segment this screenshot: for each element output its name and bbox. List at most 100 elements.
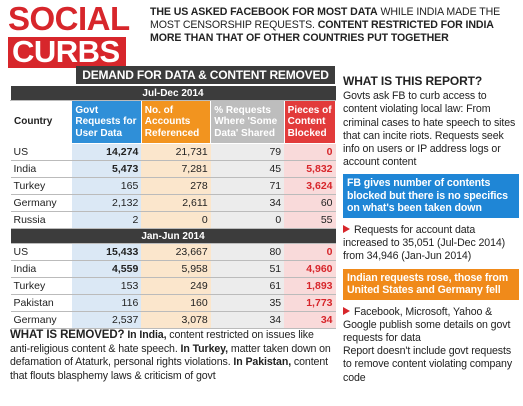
cell-value: 23,667 <box>141 243 211 261</box>
intro-text: WHILE INDIA MADE THE MOST CENSORSHIP REQ… <box>150 6 501 31</box>
data-row: Turkey 153 249 61 1,893 <box>10 277 336 295</box>
cell-value: 34 <box>210 311 285 329</box>
data-row: India 5,473 7,281 45 5,832 <box>10 160 336 178</box>
data-row: Russia 2 0 0 55 <box>10 211 336 229</box>
arrow-icon <box>343 306 350 315</box>
intro: THE US ASKED FACEBOOK FOR MOST DATA WHIL… <box>150 6 520 45</box>
data-row: Turkey 165 278 71 3,624 <box>10 177 336 195</box>
title-line: SOCIAL <box>8 0 130 37</box>
intro-bold: CONTENT RESTRICTED FOR INDIA MORE THAN T… <box>150 19 494 44</box>
point: Facebook, Microsoft, Yahoo & Google publ… <box>343 306 519 346</box>
data-table: Jul-Dec 2014 Country Govt Requests for Use… <box>9 86 337 329</box>
column-header: Country <box>9 100 73 144</box>
cell-value: 2,611 <box>141 194 211 212</box>
cell-value: 7,281 <box>141 160 211 178</box>
column-header: Pieces of Content Blocked <box>283 100 337 144</box>
note: content that flouts blasphemy laws & cri… <box>10 356 328 382</box>
country: Germany <box>10 311 72 329</box>
point: Report doesn't include govt requests to … <box>343 345 513 384</box>
cell-value: 60 <box>284 194 336 212</box>
data-row: Pakistan 116 160 35 1,773 <box>10 294 336 312</box>
data-row: Germany 2,537 3,078 34 34 <box>10 311 336 329</box>
highlight-box: FB gives number of contents blocked but … <box>343 174 519 218</box>
data-row: US 14,274 21,731 79 0 <box>10 143 336 161</box>
lead: In India, <box>127 329 167 341</box>
cell-value: 2,132 <box>71 194 142 212</box>
removed-notes: WHAT IS REMOVED? In India, content restr… <box>10 329 336 383</box>
country: Germany <box>10 194 72 212</box>
column-header: No. of Accounts Referenced <box>140 100 212 144</box>
cell-value: 0 <box>210 211 285 229</box>
country: Pakistan <box>10 294 72 312</box>
cell-value: 3,078 <box>141 311 211 329</box>
cell-value: 249 <box>141 277 211 295</box>
point-text: Requests for account data increased to 3… <box>343 223 506 263</box>
section-title: WHAT IS THIS REPORT? <box>343 74 483 88</box>
period-row: Jul-Dec 2014 <box>10 86 336 101</box>
point-text: Facebook, Microsoft, Yahoo & Google publ… <box>343 305 511 344</box>
cell-value: 51 <box>210 260 285 278</box>
table-title: DEMAND FOR DATA & CONTENT REMOVED <box>76 66 335 84</box>
country: US <box>10 243 72 261</box>
cell-value: 34 <box>210 194 285 212</box>
country: Russia <box>10 211 72 229</box>
section-title: WHAT IS REMOVED? <box>10 329 125 341</box>
note: matter taken down on defamation of Atatu… <box>10 342 331 369</box>
cell-value: 0 <box>284 243 336 261</box>
cell-value: 1,773 <box>284 294 336 312</box>
paragraph: Govts ask FB to curb access to content v… <box>343 90 516 169</box>
cell-value: 4,559 <box>71 260 142 278</box>
point: Requests for account data increased to 3… <box>343 224 519 264</box>
cell-value: 5,958 <box>141 260 211 278</box>
report-column: WHAT IS THIS REPORT? Govts ask FB to cur… <box>343 74 519 385</box>
cell-value: 61 <box>210 277 285 295</box>
period-label: Jan-Jun 2014 <box>10 228 336 244</box>
cell-value: 2,537 <box>71 311 142 329</box>
highlight-box: Indian requests rose, those from United … <box>343 268 519 300</box>
country: India <box>10 160 72 178</box>
cell-value: 160 <box>141 294 211 312</box>
arrow-icon <box>343 224 350 233</box>
data-row: India 4,559 5,958 51 4,960 <box>10 260 336 278</box>
cell-value: 153 <box>71 277 142 295</box>
country: India <box>10 260 72 278</box>
cell-value: 55 <box>284 211 336 229</box>
data-row: Germany 2,132 2,611 34 60 <box>10 194 336 212</box>
cell-value: 1,893 <box>284 277 336 295</box>
cell-value: 35 <box>210 294 285 312</box>
lead: In Turkey, <box>180 342 229 355</box>
period-row: Jan-Jun 2014 <box>10 228 336 244</box>
cell-value: 165 <box>71 177 142 195</box>
cell-value: 0 <box>141 211 211 229</box>
cell-value: 15,433 <box>71 243 142 261</box>
lead: In Pakistan, <box>233 356 292 368</box>
note: content restricted on issues like anti-r… <box>10 329 314 355</box>
period-label: Jul-Dec 2014 <box>10 86 336 101</box>
cell-value: 0 <box>284 143 336 161</box>
cell-value: 2 <box>71 211 142 229</box>
cell-value: 80 <box>210 243 285 261</box>
cell-value: 45 <box>210 160 285 178</box>
cell-value: 79 <box>210 143 285 161</box>
cell-value: 3,624 <box>284 177 336 195</box>
cell-value: 14,274 <box>71 143 142 161</box>
column-header: % Requests Where 'Some Data' Shared <box>210 100 285 144</box>
cell-value: 21,731 <box>141 143 211 161</box>
country: US <box>10 143 72 161</box>
cell-value: 34 <box>284 311 336 329</box>
column-header: Govt Requests for User Data <box>71 100 142 144</box>
cell-value: 71 <box>210 177 285 195</box>
cell-value: 278 <box>141 177 211 195</box>
country: Turkey <box>10 177 72 195</box>
country: Turkey <box>10 277 72 295</box>
intro-bold: THE US ASKED FACEBOOK FOR MOST DATA <box>150 6 378 18</box>
cell-value: 5,473 <box>71 160 142 178</box>
cell-value: 5,832 <box>284 160 336 178</box>
cell-value: 116 <box>71 294 142 312</box>
data-row: US 15,433 23,667 80 0 <box>10 243 336 261</box>
cell-value: 4,960 <box>284 260 336 278</box>
title-line: CURBS <box>8 36 126 68</box>
header-row: Country Govt Requests for User Data No. of… <box>9 100 337 144</box>
